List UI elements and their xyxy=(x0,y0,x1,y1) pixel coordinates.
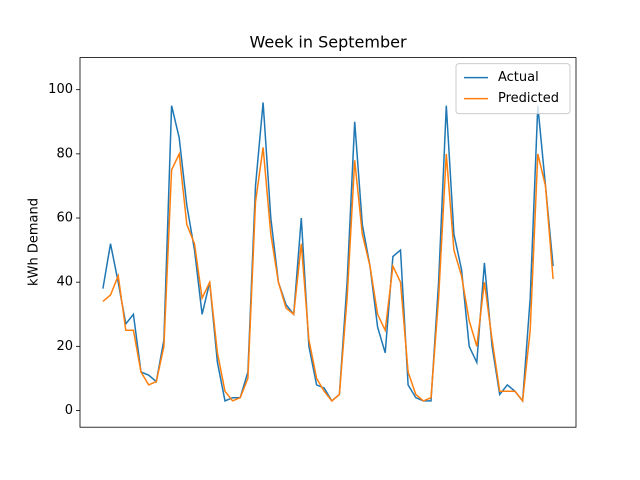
y-tick-label: 100 xyxy=(48,82,73,97)
y-tick-label: 80 xyxy=(56,146,73,161)
y-tick-label: 40 xyxy=(56,275,73,290)
series-line xyxy=(102,147,554,403)
y-tick-label: 0 xyxy=(65,403,73,418)
y-axis-label: kWh Demand xyxy=(27,198,42,286)
y-tick-label: 60 xyxy=(56,211,73,226)
y-tick-label: 20 xyxy=(56,339,73,354)
legend-label: Actual xyxy=(498,70,539,85)
series-line xyxy=(102,102,554,403)
legend-box xyxy=(455,63,571,115)
plot-frame xyxy=(79,57,577,428)
chart-title: Week in September xyxy=(249,33,406,52)
legend-label: Predicted xyxy=(498,91,559,106)
